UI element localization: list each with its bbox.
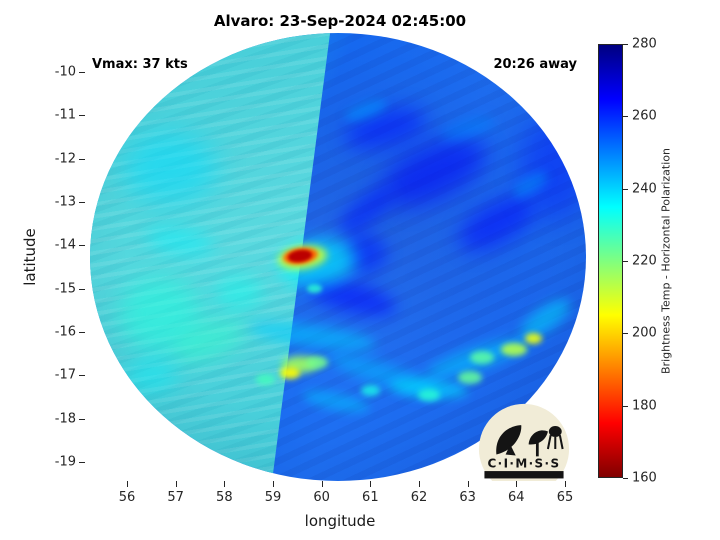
- heatmap-feature-teal-patch-s: [214, 275, 264, 311]
- heatmap-feature-convective-cell-s2: [305, 355, 328, 369]
- x-tick-mark: [127, 481, 128, 487]
- x-tick-label: 56: [118, 490, 136, 505]
- x-tick-label: 64: [508, 490, 525, 505]
- colorbar-tick-label: 220: [632, 253, 657, 269]
- x-axis-label: longitude: [304, 512, 376, 530]
- x-tick-mark: [370, 481, 372, 487]
- heatmap-feature-cell-below-eye: [307, 283, 322, 294]
- heatmap-feature-dark-edge-e: [521, 115, 586, 220]
- y-tick-mark: [79, 245, 85, 247]
- heatmap-feature-convective-cell-se2: [524, 333, 542, 344]
- colorbar: [598, 44, 623, 478]
- heatmap-feature-light-patch-nw: [124, 132, 218, 202]
- colorbar-tick-mark: [623, 261, 628, 262]
- y-tick-mark: [79, 418, 85, 420]
- x-tick-mark: [321, 481, 323, 487]
- colorbar-tick-label: 280: [632, 36, 657, 52]
- y-tick-label: -10: [54, 64, 76, 80]
- logo-text: C·I·M·S·S: [488, 456, 561, 470]
- x-tick-label: 63: [459, 490, 476, 505]
- heatmap-feature-convective-cell-s6: [360, 384, 381, 397]
- logo-base-bar: [484, 471, 564, 479]
- y-tick-mark: [79, 201, 85, 203]
- colorbar-tick-mark: [623, 44, 628, 45]
- colorbar-tick-mark: [623, 116, 628, 118]
- x-tick-label: 61: [362, 490, 379, 505]
- y-tick-label: -15: [54, 281, 76, 297]
- colorbar-tick-mark: [623, 188, 628, 190]
- colorbar-tick-label: 160: [632, 470, 657, 486]
- water-tower-icon: [548, 426, 562, 438]
- x-tick-label: 57: [167, 490, 184, 505]
- x-tick-mark: [418, 481, 420, 487]
- y-tick-mark: [79, 72, 85, 73]
- plot-area: C·I·M·S·S: [85, 33, 595, 481]
- heatmap-feature-convective-cell-se3: [470, 351, 495, 365]
- colorbar-tick-mark: [623, 333, 628, 335]
- x-tick-label: 65: [556, 490, 574, 505]
- colorbar-gradient: [599, 45, 622, 477]
- y-tick-label: -13: [54, 194, 76, 210]
- y-tick-mark: [79, 288, 85, 290]
- heatmap-feature-convective-cell-se1: [500, 342, 528, 356]
- y-tick-mark: [79, 158, 85, 160]
- water-tower-legs-icon: [546, 435, 564, 450]
- satellite-dish-large-icon: [496, 425, 522, 455]
- logo-circle: [478, 403, 570, 481]
- cimss-logo: C·I·M·S·S: [478, 403, 570, 481]
- y-tick-label: -12: [54, 151, 76, 167]
- y-tick-label: -19: [54, 454, 76, 470]
- x-tick-mark: [272, 481, 274, 487]
- heatmap-feature-teal-patch-ssw: [124, 357, 179, 393]
- heatmap-disc: [90, 33, 586, 481]
- x-tick-label: 58: [216, 490, 233, 505]
- x-tick-label: 60: [313, 490, 330, 505]
- y-tick-label: -11: [54, 107, 76, 123]
- satellite-dish-small-icon: [528, 430, 548, 445]
- y-tick-label: -17: [54, 367, 76, 383]
- y-tick-label: -18: [54, 411, 76, 427]
- dish-leg-icon: [535, 442, 539, 457]
- heatmap-feature-convective-cell-s5: [255, 374, 276, 386]
- heatmap-feature-convective-cell-s4: [417, 388, 440, 401]
- x-tick-mark: [467, 481, 469, 487]
- y-tick-mark: [79, 331, 85, 333]
- y-axis-label: latitude: [21, 228, 39, 286]
- x-tick-mark: [516, 481, 518, 487]
- x-tick-label: 59: [264, 490, 282, 505]
- colorbar-tick-label: 260: [632, 108, 657, 124]
- y-tick-label: -16: [54, 324, 76, 340]
- colorbar-tick-label: 240: [632, 181, 657, 197]
- plot-title: Alvaro: 23-Sep-2024 02:45:00: [213, 12, 467, 30]
- dish-mount-icon: [505, 444, 516, 456]
- colorbar-tick-mark: [623, 405, 628, 407]
- time-away-annotation: 20:26 away: [493, 57, 577, 72]
- x-tick-mark: [564, 481, 566, 487]
- x-tick-mark: [175, 481, 177, 487]
- colorbar-tick-label: 200: [632, 325, 657, 341]
- y-tick-mark: [79, 461, 85, 463]
- heatmap-feature-convective-cell-s3: [457, 370, 483, 384]
- colorbar-tick-mark: [623, 478, 628, 479]
- y-tick-mark: [79, 375, 85, 377]
- heatmap-feature-convective-cell-s1-core: [280, 367, 300, 380]
- colorbar-axis-label: Brightness Temp - Horizontal Polarizatio…: [659, 148, 673, 374]
- cimss-logo-graphic: C·I·M·S·S: [478, 403, 570, 481]
- y-tick-label: -14: [54, 237, 76, 253]
- colorbar-tick-label: 180: [632, 398, 657, 414]
- y-tick-mark: [79, 115, 85, 117]
- x-tick-label: 62: [410, 490, 428, 505]
- x-tick-mark: [224, 481, 226, 487]
